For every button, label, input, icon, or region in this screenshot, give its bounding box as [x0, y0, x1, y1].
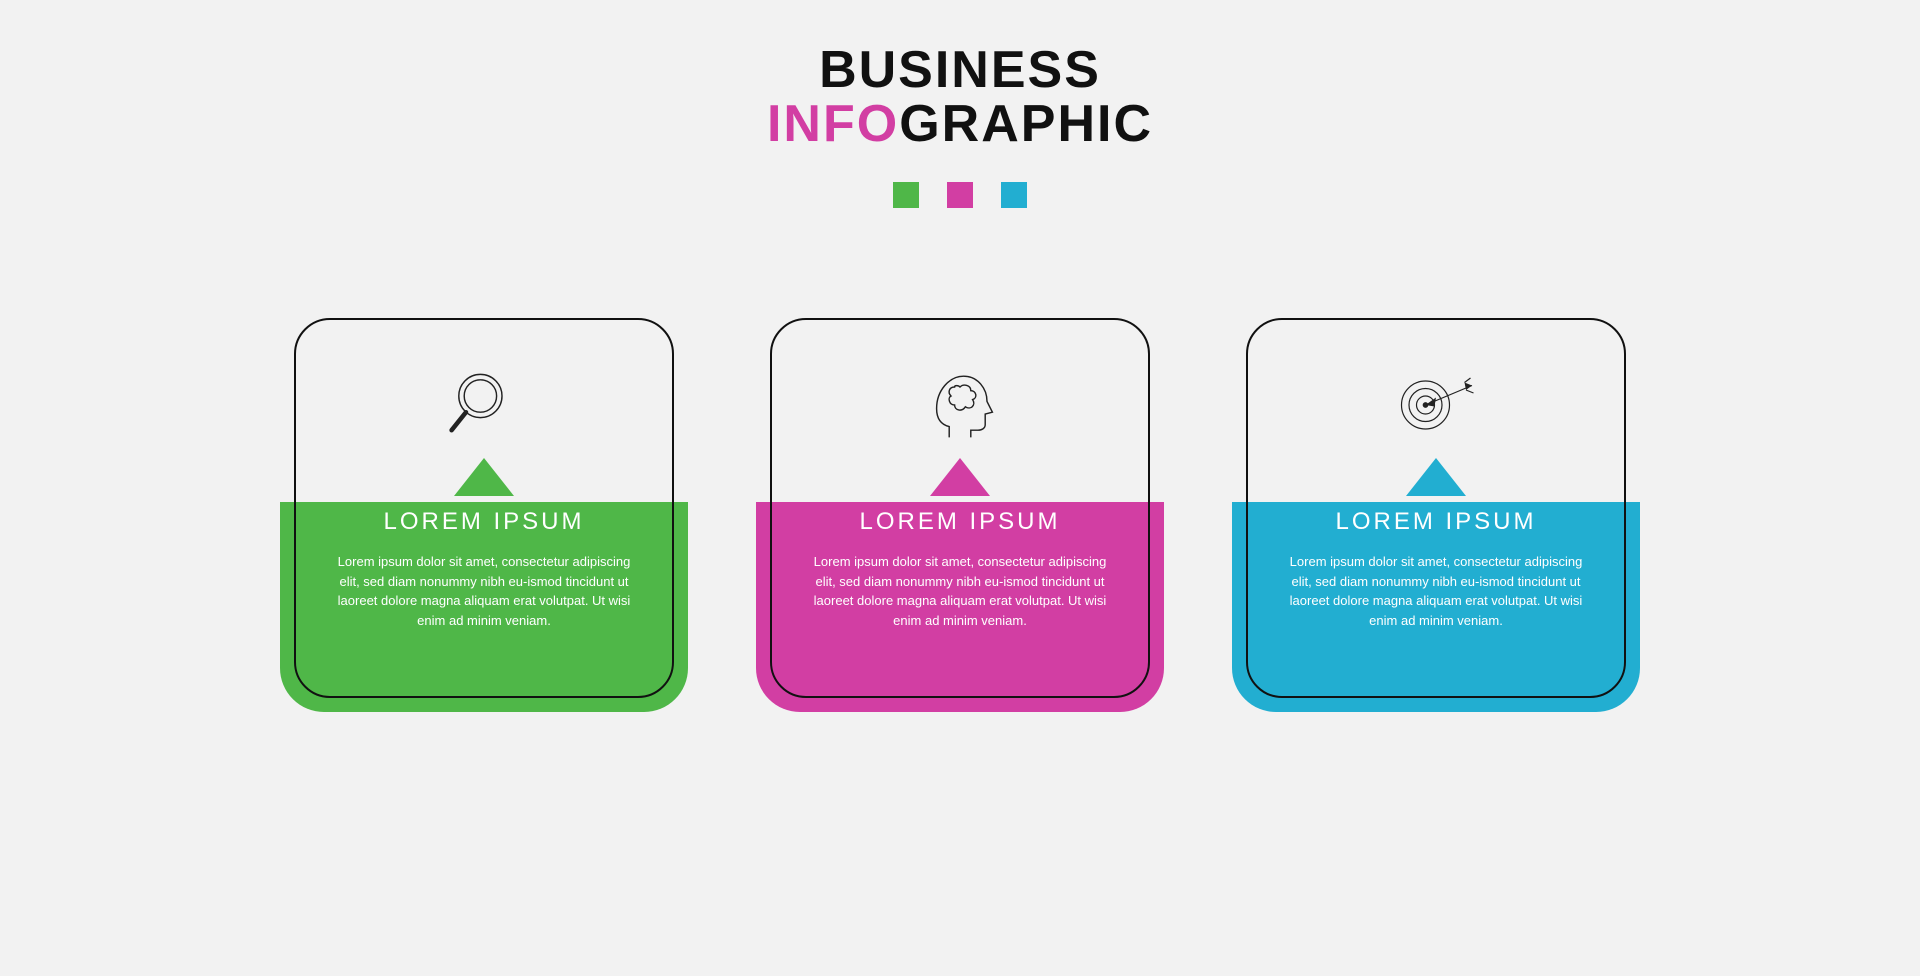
- cards-row: LOREM IPSUM Lorem ipsum dolor sit amet, …: [294, 318, 1626, 698]
- card-2-body: Lorem ipsum dolor sit amet, consectetur …: [804, 552, 1116, 630]
- title-line-1: BUSINESS: [767, 40, 1153, 100]
- title-seg-info: INFO: [767, 95, 899, 153]
- card-2-icon-zone: [770, 318, 1150, 496]
- card-1-icon-zone: [294, 318, 674, 496]
- swatch-2: [947, 182, 973, 208]
- title-block: BUSINESS INFOGRAPHIC: [767, 40, 1153, 154]
- card-1: LOREM IPSUM Lorem ipsum dolor sit amet, …: [294, 318, 674, 698]
- search-icon: [439, 360, 529, 455]
- card-3-text: LOREM IPSUM Lorem ipsum dolor sit amet, …: [1246, 508, 1626, 630]
- card-1-text: LOREM IPSUM Lorem ipsum dolor sit amet, …: [294, 508, 674, 630]
- swatch-3: [1001, 182, 1027, 208]
- card-2-text: LOREM IPSUM Lorem ipsum dolor sit amet, …: [770, 508, 1150, 630]
- card-3: LOREM IPSUM Lorem ipsum dolor sit amet, …: [1246, 318, 1626, 698]
- swatch-1: [893, 182, 919, 208]
- color-swatches: [893, 182, 1027, 208]
- card-3-body: Lorem ipsum dolor sit amet, consectetur …: [1280, 552, 1592, 630]
- card-2: LOREM IPSUM Lorem ipsum dolor sit amet, …: [770, 318, 1150, 698]
- target-arrow-icon: [1391, 360, 1481, 455]
- card-3-heading: LOREM IPSUM: [1280, 508, 1592, 536]
- infographic-page: BUSINESS INFOGRAPHIC: [0, 0, 1920, 976]
- brain-head-icon: [915, 360, 1005, 455]
- card-2-heading: LOREM IPSUM: [804, 508, 1116, 536]
- card-3-icon-zone: [1246, 318, 1626, 496]
- card-1-heading: LOREM IPSUM: [328, 508, 640, 536]
- title-seg-graphic: GRAPHIC: [899, 95, 1153, 153]
- card-1-body: Lorem ipsum dolor sit amet, consectetur …: [328, 552, 640, 630]
- title-line-2: INFOGRAPHIC: [767, 94, 1153, 154]
